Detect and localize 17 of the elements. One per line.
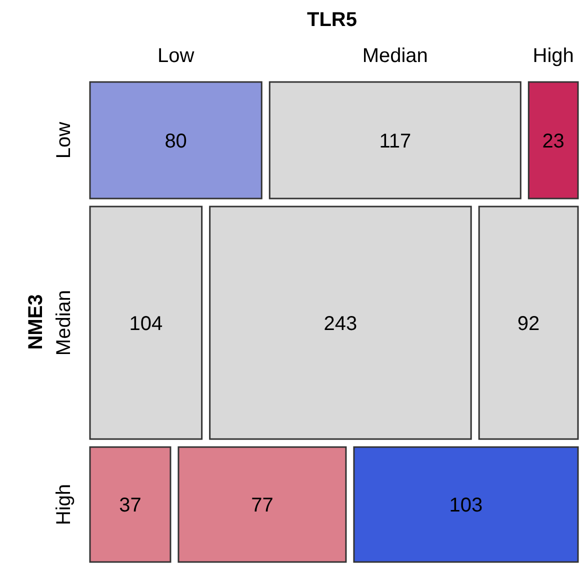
category-label: Low — [157, 45, 195, 67]
category-label: High — [532, 45, 574, 67]
text: NME3 — [25, 294, 47, 350]
category-label: Median — [362, 45, 428, 67]
data-label: 243 — [324, 312, 358, 335]
data-label: 37 — [119, 494, 142, 517]
data-label: 23 — [542, 130, 564, 152]
text: High — [53, 484, 75, 526]
data-label: 104 — [129, 312, 163, 335]
data-label: 80 — [164, 130, 187, 152]
data-label: 117 — [379, 130, 412, 152]
text: TLR5 — [307, 9, 357, 31]
data-label: 77 — [251, 494, 274, 517]
text: Low — [53, 121, 75, 159]
data-label: 92 — [517, 312, 540, 335]
text: Median — [53, 290, 75, 356]
data-label: 103 — [449, 494, 483, 517]
